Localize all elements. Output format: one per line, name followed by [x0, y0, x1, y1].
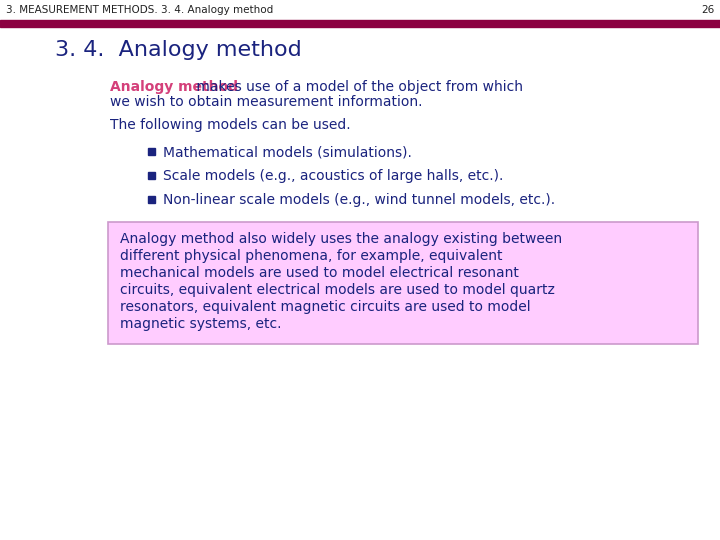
Text: 26: 26 [701, 5, 714, 15]
Text: Analogy method also widely uses the analogy existing between: Analogy method also widely uses the anal… [120, 232, 562, 246]
Text: mechanical models are used to model electrical resonant: mechanical models are used to model elec… [120, 266, 519, 280]
Text: Mathematical models (simulations).: Mathematical models (simulations). [163, 145, 412, 159]
Text: 3. 4.  Analogy method: 3. 4. Analogy method [55, 40, 302, 60]
Text: 3. MEASUREMENT METHODS. 3. 4. Analogy method: 3. MEASUREMENT METHODS. 3. 4. Analogy me… [6, 5, 274, 15]
Text: resonators, equivalent magnetic circuits are used to model: resonators, equivalent magnetic circuits… [120, 300, 531, 314]
Text: magnetic systems, etc.: magnetic systems, etc. [120, 317, 282, 331]
Bar [148, 196, 155, 203]
FancyBboxPatch shape [108, 222, 698, 344]
Text: makes use of a model of the object from which: makes use of a model of the object from … [192, 80, 523, 94]
Text: The following models can be used.: The following models can be used. [110, 118, 351, 132]
Bar [148, 172, 155, 179]
Text: circuits, equivalent electrical models are used to model quartz: circuits, equivalent electrical models a… [120, 283, 555, 297]
Text: Scale models (e.g., acoustics of large halls, etc.).: Scale models (e.g., acoustics of large h… [163, 169, 503, 183]
Bar [0, 20, 720, 27]
Bar [148, 148, 155, 155]
Text: Analogy method: Analogy method [110, 80, 238, 94]
Text: different physical phenomena, for example, equivalent: different physical phenomena, for exampl… [120, 249, 503, 263]
Text: we wish to obtain measurement information.: we wish to obtain measurement informatio… [110, 95, 423, 109]
Text: Non-linear scale models (e.g., wind tunnel models, etc.).: Non-linear scale models (e.g., wind tunn… [163, 193, 555, 207]
